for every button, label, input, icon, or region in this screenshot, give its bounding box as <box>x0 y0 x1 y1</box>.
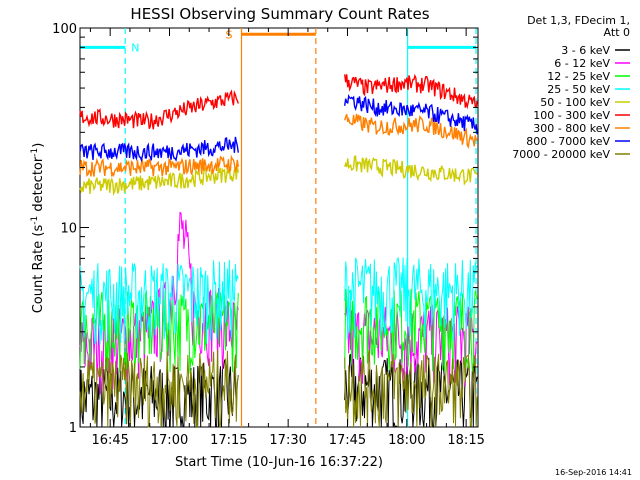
x-tick-label: 18:15 <box>447 433 484 448</box>
x-tick-label: 17:00 <box>151 433 188 448</box>
series-trace <box>79 259 239 345</box>
gap-flag-label: N <box>131 41 139 54</box>
y-tick-label: 10 <box>60 222 77 237</box>
y-tick-label: 100 <box>52 22 77 37</box>
y-tick-label: 1 <box>69 421 77 436</box>
legend-entry-label: 7000 - 20000 keV <box>512 148 610 161</box>
series-trace <box>79 358 239 428</box>
legend-entry-label: 3 - 6 keV <box>561 44 610 57</box>
legend-header: Att 0 <box>604 26 630 39</box>
legend-entry-label: 12 - 25 keV <box>547 70 610 83</box>
y-axis-label-exponent: -1 <box>30 216 40 225</box>
series-trace <box>79 89 239 130</box>
y-axis-label-part: detector <box>31 156 46 216</box>
legend-entry-label: 100 - 300 keV <box>533 109 610 122</box>
y-axis-label-exponent: -1 <box>30 148 40 157</box>
series-trace <box>344 155 478 186</box>
series-trace <box>344 94 478 135</box>
y-axis-label-part: ) <box>31 143 46 148</box>
y-axis-label: Count Rate (s-1 detector-1) <box>30 143 46 314</box>
legend-entry-label: 300 - 800 keV <box>533 122 610 135</box>
legend-header: Det 1,3, FDecim 1, <box>527 14 630 27</box>
series-trace <box>344 256 478 342</box>
series-layer <box>79 73 478 429</box>
x-tick-label: 16:45 <box>91 433 128 448</box>
x-tick-label: 17:30 <box>269 433 306 448</box>
series-trace <box>79 154 239 178</box>
legend-entry-label: 50 - 100 keV <box>540 96 610 109</box>
series-trace <box>344 73 478 110</box>
x-axis-label: Start Time (10-Jun-16 16:37:22) <box>175 455 383 470</box>
legend-entry-label: 800 - 7000 keV <box>526 135 610 148</box>
series-trace <box>79 349 239 429</box>
series-trace <box>344 349 478 428</box>
x-tick-label: 17:15 <box>210 433 247 448</box>
series-trace <box>79 136 239 163</box>
y-axis-label-part: Count Rate (s <box>31 225 46 314</box>
x-tick-label: 17:45 <box>329 433 366 448</box>
x-tick-label: 18:00 <box>388 433 425 448</box>
chart-title: HESSI Observing Summary Count Rates <box>130 5 429 23</box>
footer-timestamp: 16-Sep-2016 14:41 <box>555 468 632 477</box>
legend-entry-label: 6 - 12 keV <box>554 57 610 70</box>
series-trace <box>344 288 478 372</box>
legend-entry-label: 25 - 50 keV <box>547 83 610 96</box>
series-trace <box>344 113 478 149</box>
axes-layer: 16:45 17:00 17:15 17:30 17:45 18:00 18:15 1 10 10… <box>52 22 485 448</box>
